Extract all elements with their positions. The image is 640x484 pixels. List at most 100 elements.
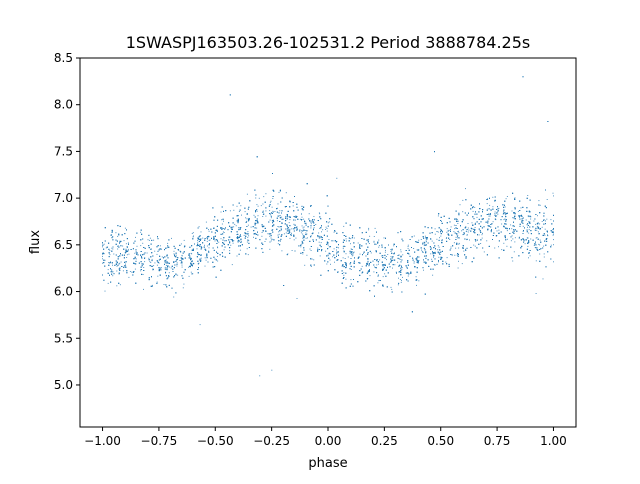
- data-point: [271, 206, 273, 208]
- data-point: [533, 244, 535, 246]
- data-point: [345, 287, 347, 289]
- data-point: [294, 196, 295, 197]
- data-point: [425, 240, 427, 242]
- data-point: [401, 268, 403, 270]
- data-point: [119, 284, 121, 286]
- data-point: [547, 234, 548, 236]
- data-point: [539, 244, 541, 246]
- data-point: [278, 231, 280, 233]
- data-point: [244, 207, 246, 209]
- data-point: [370, 252, 372, 254]
- data-point: [346, 263, 347, 265]
- data-point: [528, 229, 530, 231]
- data-point: [303, 218, 305, 220]
- data-point: [503, 219, 505, 221]
- data-point: [438, 246, 440, 248]
- data-point: [536, 229, 538, 231]
- data-point: [236, 234, 238, 236]
- data-point: [424, 235, 426, 237]
- data-point: [519, 216, 520, 218]
- data-point: [327, 254, 329, 256]
- data-point: [118, 234, 120, 236]
- data-point: [183, 246, 185, 248]
- data-point: [168, 272, 170, 274]
- data-point: [219, 254, 221, 256]
- data-point: [384, 251, 386, 253]
- data-point: [387, 254, 389, 255]
- data-point: [327, 261, 329, 263]
- data-point: [413, 261, 415, 263]
- data-point: [119, 262, 121, 264]
- data-point: [510, 246, 512, 248]
- data-point: [328, 252, 330, 254]
- data-point: [343, 225, 345, 227]
- data-point: [168, 284, 170, 286]
- data-point: [457, 267, 459, 269]
- data-point: [539, 228, 541, 230]
- data-point: [545, 207, 547, 209]
- data-point: [459, 237, 460, 239]
- data-point: [220, 211, 222, 213]
- data-point: [453, 242, 455, 244]
- data-point: [458, 243, 460, 245]
- data-point: [129, 271, 131, 272]
- data-point: [283, 233, 285, 235]
- data-point: [423, 241, 425, 243]
- data-point: [124, 265, 126, 267]
- data-point: [377, 274, 379, 276]
- data-point: [217, 241, 218, 243]
- data-point: [372, 260, 374, 262]
- data-point: [413, 248, 415, 249]
- data-point: [343, 235, 345, 236]
- data-point: [200, 248, 202, 250]
- data-point: [319, 235, 321, 237]
- data-point: [506, 196, 508, 197]
- data-point: [179, 260, 181, 261]
- data-point: [231, 228, 233, 230]
- data-point: [352, 254, 354, 256]
- data-point: [193, 235, 194, 237]
- data-point: [246, 220, 247, 222]
- data-point: [350, 243, 351, 245]
- data-point: [333, 248, 335, 250]
- data-point: [279, 210, 281, 212]
- data-point: [466, 230, 468, 232]
- data-point: [501, 223, 503, 225]
- data-point: [496, 230, 498, 232]
- data-point: [144, 261, 146, 263]
- data-point: [497, 213, 499, 215]
- data-point: [256, 204, 258, 206]
- data-point: [109, 254, 111, 256]
- data-point: [337, 271, 339, 273]
- data-point: [539, 253, 541, 255]
- data-point: [537, 222, 539, 224]
- data-point: [446, 257, 448, 259]
- data-point: [552, 229, 554, 231]
- data-point: [296, 298, 298, 299]
- data-point: [261, 248, 263, 250]
- data-point: [165, 264, 167, 266]
- data-point: [254, 227, 256, 229]
- data-point: [217, 247, 219, 249]
- data-point: [527, 223, 529, 225]
- data-point: [509, 233, 511, 234]
- data-point: [519, 218, 521, 220]
- data-point: [153, 265, 155, 267]
- data-point: [135, 251, 137, 253]
- data-point: [441, 221, 442, 222]
- data-point: [257, 215, 259, 217]
- data-point: [528, 210, 530, 212]
- data-point: [352, 285, 354, 287]
- data-point: [259, 375, 261, 377]
- data-point: [257, 221, 259, 223]
- data-point: [446, 237, 448, 239]
- data-point: [466, 234, 468, 236]
- data-point: [265, 207, 267, 209]
- data-point: [301, 225, 303, 227]
- data-point: [302, 227, 304, 229]
- data-point: [393, 245, 395, 247]
- data-point: [425, 251, 427, 253]
- data-point: [265, 193, 267, 195]
- data-point: [527, 243, 529, 244]
- data-point: [407, 247, 409, 249]
